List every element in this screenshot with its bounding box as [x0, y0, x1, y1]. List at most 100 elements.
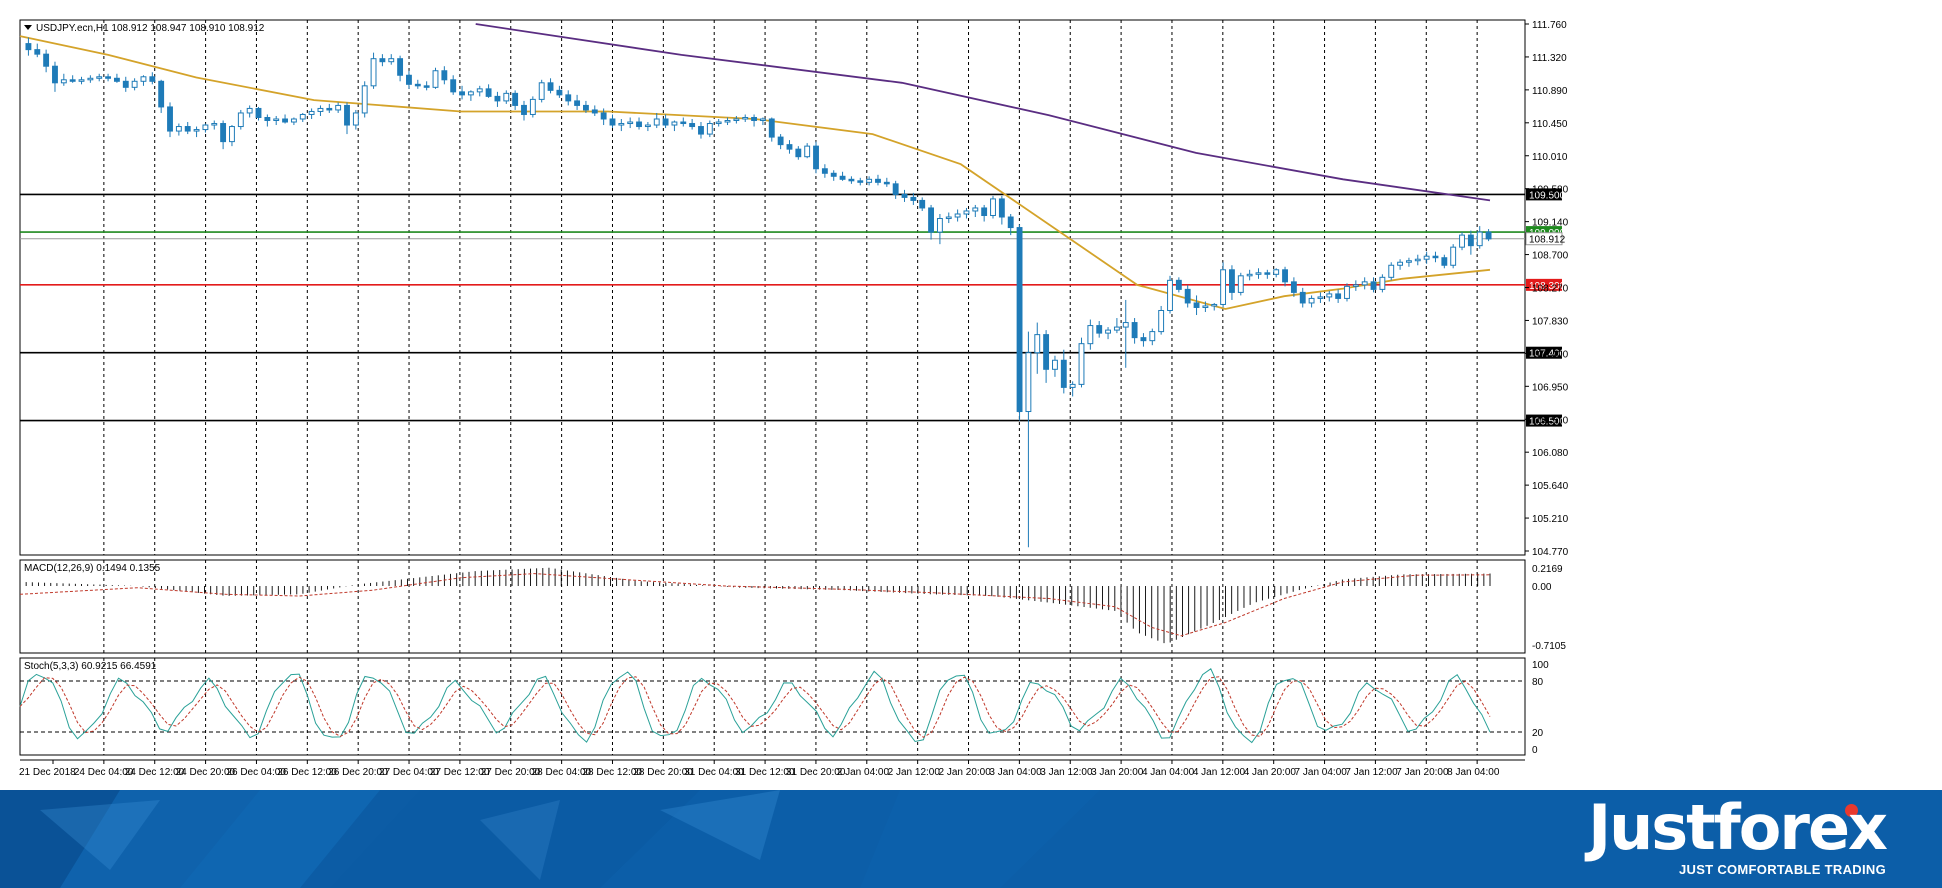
- candle-bear: [1299, 291, 1306, 304]
- candle-bear: [414, 83, 421, 87]
- candle-bull: [724, 120, 731, 123]
- candle-bull: [290, 118, 297, 123]
- candle-bull: [644, 124, 651, 128]
- y-tick-label: 108.700: [1532, 251, 1569, 262]
- candle-bull: [1158, 309, 1165, 333]
- stoch-panel-frame: [19, 657, 1526, 756]
- candle-bull: [1237, 275, 1244, 293]
- candle-bull: [1388, 264, 1395, 278]
- level-label: 106.500: [1529, 417, 1566, 428]
- candle-bull: [432, 70, 439, 88]
- candle-bull: [211, 123, 218, 126]
- candle-bull: [733, 118, 740, 122]
- x-tick-label: 27 Dec 04:00: [379, 767, 439, 778]
- candle-bull: [1459, 234, 1465, 248]
- candle-bear: [1131, 322, 1138, 339]
- stoch-main-line: [19, 668, 1491, 744]
- candle-bull: [1202, 305, 1209, 308]
- candle-bull: [299, 113, 306, 120]
- candle-bull: [1476, 231, 1483, 247]
- candle-bull: [529, 98, 536, 115]
- candle-bull: [1105, 329, 1111, 334]
- candle-bear: [485, 88, 492, 97]
- candle-bull: [388, 58, 395, 63]
- candle-bear: [698, 126, 704, 135]
- candle-bear: [1432, 255, 1439, 259]
- y-tick-label: 104.770: [1532, 547, 1569, 558]
- candle-bull: [1122, 322, 1129, 328]
- candle-bear: [795, 148, 802, 158]
- candle-bull: [370, 58, 377, 87]
- macd-signal-line: [19, 573, 1491, 637]
- candle-bear: [1016, 227, 1023, 413]
- candle-bull: [1397, 261, 1404, 266]
- brand-banner: Justforex JUST COMFORTABLE TRADING: [0, 790, 1942, 888]
- candle-bear: [839, 175, 846, 180]
- candle-bull: [1361, 281, 1368, 286]
- candle-bear: [184, 126, 191, 132]
- candle-bear: [326, 107, 333, 111]
- stoch-signal-line: [19, 676, 1491, 738]
- candle-bear: [928, 207, 934, 233]
- candle-bull: [538, 82, 545, 100]
- symbol-label: USDJPY.ecn,H1 108.912 108.947 108.910 10…: [36, 23, 265, 34]
- candle-bear: [450, 79, 457, 93]
- candle-bear: [1007, 216, 1014, 229]
- level-label: 107.400: [1529, 349, 1566, 360]
- candle-bear: [813, 145, 819, 170]
- candle-bull: [352, 112, 359, 126]
- moving-average-slow: [475, 23, 1491, 202]
- candle-bull: [87, 77, 94, 81]
- candle-bull: [503, 92, 510, 102]
- candle-bull: [273, 118, 280, 122]
- candle-bull: [140, 76, 147, 82]
- candle-bear: [264, 116, 271, 122]
- candle-bear: [574, 100, 581, 106]
- candle-bear: [998, 198, 1005, 218]
- candle-bear: [1441, 257, 1448, 266]
- candle-bull: [1069, 383, 1076, 388]
- candle-bear: [1264, 272, 1271, 275]
- y-tick-label: 110.890: [1532, 86, 1568, 97]
- candle-bear: [423, 85, 430, 88]
- candle-bear: [52, 65, 58, 84]
- candle-bear: [768, 118, 775, 138]
- candle-bear: [69, 79, 76, 82]
- x-tick-label: 31 Dec 20:00: [786, 767, 846, 778]
- candle-bear: [344, 104, 350, 126]
- x-tick-label: 31 Dec 12:00: [735, 767, 795, 778]
- y-tick-label: 106.080: [1532, 448, 1569, 459]
- candle-bear: [34, 49, 41, 55]
- level-label: 109.500: [1529, 190, 1566, 201]
- stoch-y-tick-label: 0: [1532, 745, 1538, 756]
- level-label-box: [1526, 188, 1562, 201]
- candle-bear: [122, 80, 129, 88]
- candle-bear: [981, 207, 988, 216]
- moving-average-fast: [19, 35, 1491, 310]
- candle-bear: [43, 53, 50, 67]
- candle-bull: [78, 79, 85, 82]
- candle-bear: [512, 92, 519, 106]
- candle-bull: [131, 80, 138, 88]
- candle-bull: [1211, 303, 1218, 307]
- candle-bear: [883, 181, 890, 185]
- x-tick-label: 7 Jan 12:00: [1345, 767, 1398, 778]
- candle-bull: [308, 110, 315, 115]
- x-tick-label: 31 Dec 04:00: [684, 767, 744, 778]
- y-tick-label: 108.270: [1532, 284, 1569, 295]
- candle-bear: [583, 104, 589, 111]
- candle-bear: [1184, 288, 1191, 304]
- candle-bull: [1414, 258, 1421, 262]
- macd-y-tick-label: 0.2169: [1532, 564, 1563, 575]
- y-tick-label: 107.400: [1532, 349, 1569, 360]
- candle-bull: [627, 121, 634, 125]
- candle-bear: [857, 180, 864, 183]
- candle-bear: [105, 76, 112, 79]
- candle-bear: [1096, 325, 1103, 334]
- candle-bull: [1149, 331, 1156, 342]
- x-tick-label: 27 Dec 12:00: [430, 767, 490, 778]
- candle-bear: [1140, 337, 1147, 342]
- level-label-box: [1526, 414, 1562, 427]
- candle-bear: [282, 118, 288, 123]
- candle-bull: [954, 213, 961, 218]
